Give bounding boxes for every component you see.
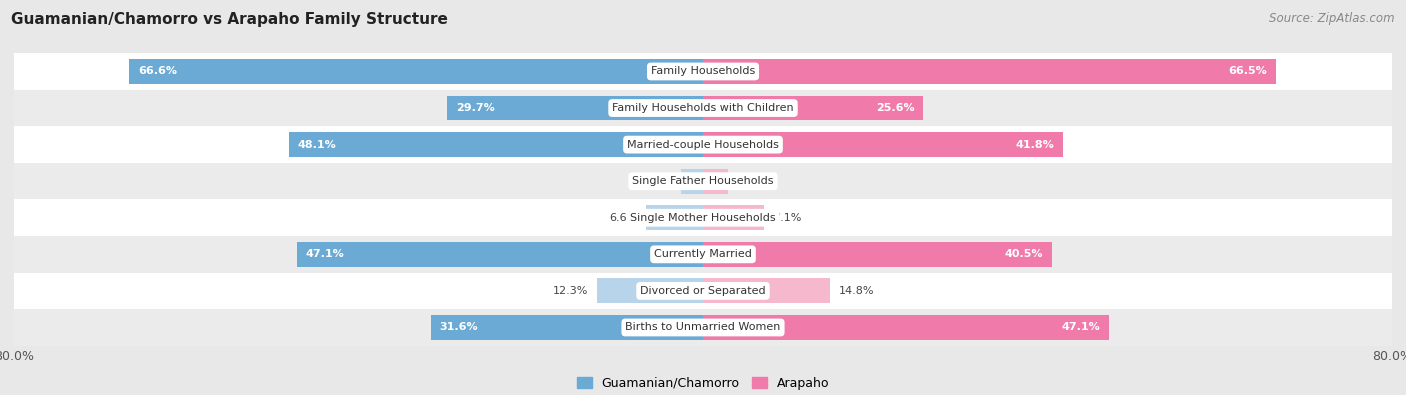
Text: Married-couple Households: Married-couple Households: [627, 139, 779, 150]
Text: 47.1%: 47.1%: [1062, 322, 1099, 333]
Text: 41.8%: 41.8%: [1015, 139, 1054, 150]
Bar: [703, 169, 728, 194]
Text: 12.3%: 12.3%: [553, 286, 589, 296]
Text: Guamanian/Chamorro vs Arapaho Family Structure: Guamanian/Chamorro vs Arapaho Family Str…: [11, 12, 449, 27]
Bar: [681, 169, 703, 194]
Text: Births to Unmarried Women: Births to Unmarried Women: [626, 322, 780, 333]
Bar: [14, 273, 1392, 309]
Bar: [14, 90, 1392, 126]
Bar: [14, 163, 1392, 199]
Text: Single Mother Households: Single Mother Households: [630, 213, 776, 223]
Bar: [288, 132, 703, 157]
Text: 40.5%: 40.5%: [1005, 249, 1043, 260]
Bar: [129, 59, 703, 84]
Bar: [430, 315, 703, 340]
Text: 31.6%: 31.6%: [440, 322, 478, 333]
Text: 7.1%: 7.1%: [773, 213, 801, 223]
Bar: [14, 236, 1392, 273]
Bar: [14, 199, 1392, 236]
Bar: [598, 278, 703, 303]
Text: 66.5%: 66.5%: [1229, 66, 1267, 77]
Text: 66.6%: 66.6%: [138, 66, 177, 77]
Bar: [703, 315, 1108, 340]
Bar: [14, 309, 1392, 346]
Text: 14.8%: 14.8%: [839, 286, 875, 296]
Text: 47.1%: 47.1%: [307, 249, 344, 260]
Text: Family Households: Family Households: [651, 66, 755, 77]
Text: Source: ZipAtlas.com: Source: ZipAtlas.com: [1270, 12, 1395, 25]
Bar: [14, 126, 1392, 163]
Text: 2.9%: 2.9%: [737, 176, 765, 186]
Bar: [703, 132, 1063, 157]
Text: 25.6%: 25.6%: [876, 103, 915, 113]
Bar: [647, 205, 703, 230]
Bar: [703, 242, 1052, 267]
Text: Family Households with Children: Family Households with Children: [612, 103, 794, 113]
Bar: [703, 278, 831, 303]
Bar: [703, 96, 924, 120]
Bar: [447, 96, 703, 120]
Text: Currently Married: Currently Married: [654, 249, 752, 260]
Bar: [703, 205, 763, 230]
Text: 6.6%: 6.6%: [609, 213, 637, 223]
Bar: [14, 53, 1392, 90]
Text: 48.1%: 48.1%: [298, 139, 336, 150]
Bar: [703, 59, 1275, 84]
Text: 2.6%: 2.6%: [644, 176, 672, 186]
Text: Divorced or Separated: Divorced or Separated: [640, 286, 766, 296]
Legend: Guamanian/Chamorro, Arapaho: Guamanian/Chamorro, Arapaho: [571, 372, 835, 395]
Text: Single Father Households: Single Father Households: [633, 176, 773, 186]
Text: 29.7%: 29.7%: [456, 103, 495, 113]
Bar: [298, 242, 703, 267]
